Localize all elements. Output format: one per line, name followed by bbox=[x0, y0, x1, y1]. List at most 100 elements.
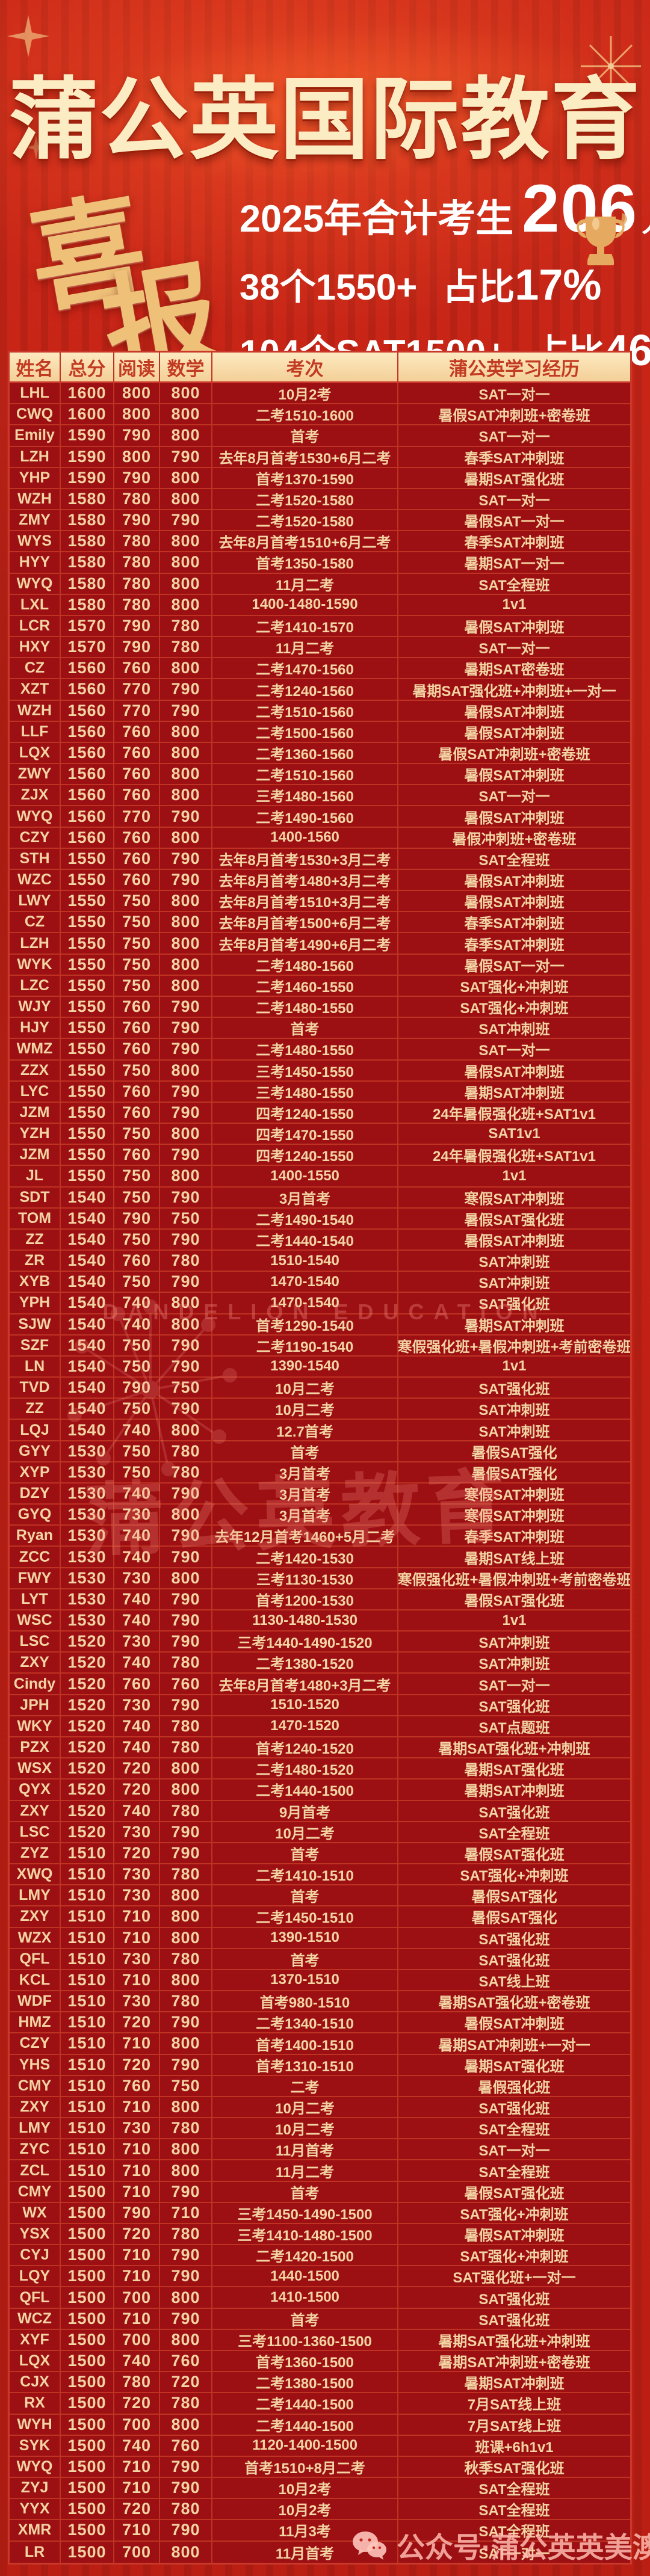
cell-reading: 750 bbox=[114, 1229, 160, 1250]
cell-history: 暑假SAT冲刺班 bbox=[464, 768, 565, 784]
cell-math: 800 bbox=[160, 742, 212, 763]
cell-total: 1530 bbox=[61, 1589, 114, 1609]
cell-name: Emily bbox=[10, 425, 61, 446]
cell-reading: 760 bbox=[114, 848, 160, 869]
cell-reading: 740 bbox=[114, 1526, 160, 1546]
cell-total: 1560 bbox=[61, 785, 114, 806]
cell-name: YHS bbox=[10, 2054, 61, 2075]
table-row: JPH 1520 730 790 1510-1520 SAT强化班 bbox=[10, 1695, 630, 1716]
cell-name: LSC bbox=[10, 1632, 61, 1652]
table-row: SZF 1540 750 790 二考1190-1540 寒假强化班+暑假冲刺班… bbox=[10, 1335, 630, 1357]
cell-name: ZXY bbox=[10, 1653, 61, 1673]
table-row: WMZ 1550 760 790 二考1480-1550 SAT一对一 bbox=[10, 1039, 630, 1061]
cell-name: RX bbox=[10, 2393, 61, 2414]
cell-history: SAT一对一 bbox=[478, 387, 550, 404]
cell-history: 春季SAT冲刺班 bbox=[464, 1529, 565, 1546]
cell-reading: 740 bbox=[114, 1653, 160, 1673]
cell-total: 1500 bbox=[61, 2223, 114, 2245]
cell-history: 1v1 bbox=[502, 1612, 527, 1628]
table-row: QYX 1520 720 800 二考1440-1500 暑期SAT冲刺班 bbox=[10, 1779, 630, 1801]
cell-math: 800 bbox=[160, 1779, 212, 1800]
cell-name: ZJX bbox=[10, 785, 61, 806]
cell-history: SAT强化班+一对一 bbox=[453, 2270, 576, 2287]
cell-total: 1530 bbox=[61, 1505, 114, 1525]
cell-total: 1500 bbox=[61, 2541, 114, 2563]
cell-math: 800 bbox=[160, 425, 212, 446]
cell-total: 1560 bbox=[61, 764, 114, 784]
cell-name: JL bbox=[10, 1166, 61, 1186]
cell-history: SAT一对一 bbox=[478, 2143, 550, 2160]
cell-history: SAT一对一 bbox=[478, 492, 550, 509]
table-row: Ryan 1530 740 790 去年12月首考1460+5月二考 春季SAT… bbox=[10, 1526, 630, 1547]
cell-reading: 740 bbox=[114, 1737, 160, 1758]
cell-total: 1500 bbox=[61, 2372, 114, 2393]
cell-name: WYK bbox=[10, 954, 61, 975]
dandelion-watermark-icon bbox=[67, 1299, 237, 1476]
cell-history: 寒假强化班+暑假冲刺班+考前密卷班 bbox=[398, 1571, 630, 1588]
table-row: CZ 1560 760 800 二考1470-1560 暑期SAT密卷班 bbox=[10, 658, 630, 680]
table-row: WDF 1510 730 780 首考980-1510 暑期SAT强化班+密卷班 bbox=[10, 1991, 630, 2013]
cell-math: 800 bbox=[160, 827, 212, 848]
cell-attempts: 10月二考 bbox=[212, 2118, 398, 2139]
cell-math: 790 bbox=[160, 806, 212, 827]
cell-attempts: 首考980-1510 bbox=[212, 1991, 398, 2012]
cell-reading: 730 bbox=[114, 1864, 160, 1885]
cell-math: 760 bbox=[160, 2435, 212, 2456]
cell-name: ZWY bbox=[10, 764, 61, 784]
cell-history: 春季SAT冲刺班 bbox=[464, 937, 565, 954]
cell-reading: 710 bbox=[114, 2097, 160, 2118]
table-row: HJY 1550 760 790 首考 SAT冲刺班 bbox=[10, 1018, 630, 1040]
cell-attempts: 二考1240-1560 bbox=[212, 679, 398, 700]
cell-attempts: 10月二考 bbox=[212, 1822, 398, 1842]
table-row: QFL 1510 730 780 首考 SAT强化班 bbox=[10, 1949, 630, 1970]
cell-attempts: 10月二考 bbox=[212, 2097, 398, 2118]
cell-math: 780 bbox=[160, 1864, 212, 1885]
table-row: WZH 1580 780 800 二考1520-1580 SAT一对一 bbox=[10, 488, 630, 511]
cell-attempts: 10月2考 bbox=[212, 383, 398, 404]
cell-name: TVD bbox=[10, 1378, 61, 1398]
cell-history: 暑期SAT冲刺班 bbox=[464, 1085, 565, 1102]
cell-total: 1510 bbox=[61, 2139, 114, 2160]
cell-total: 1550 bbox=[61, 933, 114, 954]
cell-reading: 740 bbox=[114, 1716, 160, 1736]
cell-history: 暑假SAT冲刺班 bbox=[464, 2228, 565, 2245]
cell-math: 790 bbox=[160, 2181, 212, 2202]
table-row: ZYJ 1500 710 790 10月2考 SAT全程班 bbox=[10, 2478, 630, 2500]
cell-history: 暑假SAT冲刺班 bbox=[464, 1233, 565, 1249]
cell-total: 1520 bbox=[61, 1695, 114, 1715]
table-row: JL 1550 750 800 1400-1550 1v1 bbox=[10, 1166, 630, 1188]
cell-math: 800 bbox=[160, 933, 212, 954]
cell-name: LWY bbox=[10, 891, 61, 911]
cell-history: 7月SAT线上班 bbox=[467, 2397, 562, 2414]
cell-reading: 720 bbox=[114, 2054, 160, 2075]
cell-math: 790 bbox=[160, 1843, 212, 1864]
cell-name: WYS bbox=[10, 531, 61, 552]
table-row: WCZ 1500 710 790 首考 SAT强化班 bbox=[10, 2308, 630, 2330]
cell-reading: 740 bbox=[114, 1547, 160, 1567]
cell-total: 1520 bbox=[61, 1737, 114, 1758]
cell-attempts: 去年8月首考1530+3月二考 bbox=[212, 848, 398, 869]
cell-total: 1510 bbox=[61, 1991, 114, 2012]
cell-total: 1540 bbox=[61, 1420, 114, 1440]
cell-attempts: 首考1400-1510 bbox=[212, 2033, 398, 2054]
cell-total: 1520 bbox=[61, 1822, 114, 1842]
column-header-attempts: 考次 bbox=[212, 353, 398, 381]
cell-total: 1520 bbox=[61, 1779, 114, 1800]
cell-math: 790 bbox=[160, 2456, 212, 2477]
cell-reading: 750 bbox=[114, 975, 160, 996]
cell-total: 1540 bbox=[61, 1251, 114, 1271]
cell-reading: 730 bbox=[114, 1991, 160, 2012]
table-row: YSX 1500 720 780 三考1410-1480-1500 暑假SAT冲… bbox=[10, 2223, 630, 2246]
cell-reading: 790 bbox=[114, 637, 160, 658]
column-header-history: 蒲公英学习经历 bbox=[449, 358, 580, 380]
cell-math: 800 bbox=[160, 2097, 212, 2118]
cell-attempts: 10月二考 bbox=[212, 1378, 398, 1398]
cell-total: 1500 bbox=[61, 2435, 114, 2456]
cell-name: LSC bbox=[10, 1822, 61, 1842]
cell-history: 暑期SAT强化班 bbox=[464, 2058, 565, 2075]
cell-history: 寒假强化班+暑假冲刺班+考前密卷班 bbox=[398, 1339, 630, 1355]
cell-math: 790 bbox=[160, 1272, 212, 1292]
cell-total: 1550 bbox=[61, 996, 114, 1017]
cell-math: 780 bbox=[160, 2393, 212, 2414]
cell-attempts: 三考1480-1550 bbox=[212, 1081, 398, 1102]
